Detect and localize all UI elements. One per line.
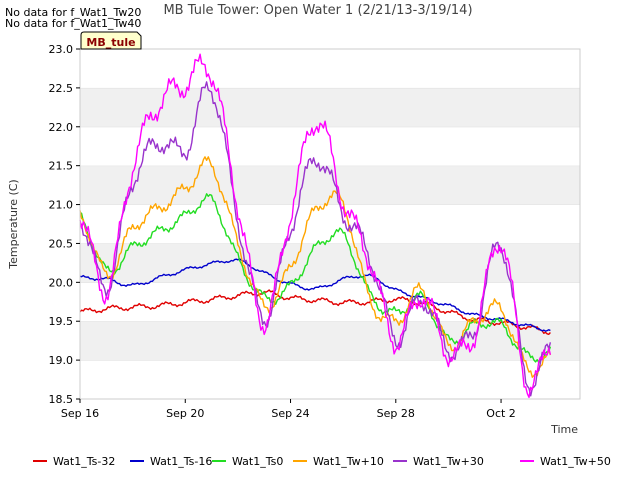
- plot-series: [79, 53, 552, 399]
- legend-label-wat1-ts-16: Wat1_Ts-16: [150, 455, 212, 468]
- series-line-wat1-tw-50: [79, 53, 552, 399]
- plot-background: [80, 48, 580, 399]
- series-line-wat1-tw-30: [79, 81, 552, 397]
- y-axis-ticks: 18.5 19.0 19.5 20.0 20.5 21.0 21.5 22.0 22.5 23.0: [49, 43, 80, 406]
- badge-label: MB_tule: [86, 36, 135, 49]
- y-tick-label: 22.5: [49, 82, 74, 95]
- grid-band: [80, 204, 580, 244]
- x-tick-label: Sep 20: [166, 407, 204, 420]
- series-line-wat1-ts0: [79, 193, 552, 364]
- series-line-wat1-tw-10: [79, 156, 552, 378]
- legend-label-wat1-tw-50: Wat1_Tw+50: [540, 455, 611, 468]
- y-tick-label: 21.5: [49, 160, 74, 173]
- no-data-notice-tw40: No data for f_Wat1_Tw40: [5, 17, 142, 30]
- series-line-wat1-ts-16: [79, 258, 551, 332]
- series-line-wat1-ts-32: [79, 289, 551, 335]
- chart-title: MB Tule Tower: Open Water 1 (2/21/13-3/1…: [163, 3, 472, 18]
- x-axis-ticks: Sep 16 Sep 20 Sep 24 Sep 28 Oct 2: [61, 399, 516, 420]
- legend-label-wat1-ts-32: Wat1_Ts-32: [53, 455, 115, 468]
- y-tick-label: 21.0: [49, 199, 74, 212]
- x-tick-label: Sep 24: [271, 407, 309, 420]
- x-axis-label: Time: [550, 423, 578, 436]
- y-tick-label: 18.5: [49, 393, 74, 406]
- legend: Wat1_Ts-32 Wat1_Ts-16 Wat1_Ts0 Wat1_Tw+10 Wa…: [33, 455, 611, 468]
- grid-band: [80, 360, 580, 399]
- legend-label-wat1-ts0: Wat1_Ts0: [232, 455, 283, 468]
- y-tick-label: 23.0: [49, 43, 74, 56]
- y-tick-label: 19.5: [49, 315, 74, 328]
- y-tick-label: 20.0: [49, 276, 74, 289]
- y-tick-label: 20.5: [49, 237, 74, 250]
- x-tick-label: Sep 28: [377, 407, 415, 420]
- grid-band: [80, 49, 580, 88]
- legend-label-wat1-tw-10: Wat1_Tw+10: [313, 455, 384, 468]
- station-badge: MB_tule: [80, 31, 142, 50]
- grid-band: [80, 87, 580, 127]
- y-axis-label: Temperature (C): [7, 179, 20, 269]
- grid-band: [80, 126, 580, 166]
- grid-band: [80, 165, 580, 205]
- plot-frame: [79, 48, 581, 400]
- grid-band: [80, 321, 580, 361]
- x-tick-label: Oct 2: [486, 407, 516, 420]
- badge-box: [80, 31, 142, 50]
- legend-label-wat1-tw-30: Wat1_Tw+30: [413, 455, 484, 468]
- grid-band: [80, 243, 580, 283]
- y-tick-label: 19.0: [49, 354, 74, 367]
- no-data-notice-tw20: No data for f_Wat1_Tw20: [5, 6, 142, 19]
- y-tick-label: 22.0: [49, 121, 74, 134]
- x-tick-label: Sep 16: [61, 407, 99, 420]
